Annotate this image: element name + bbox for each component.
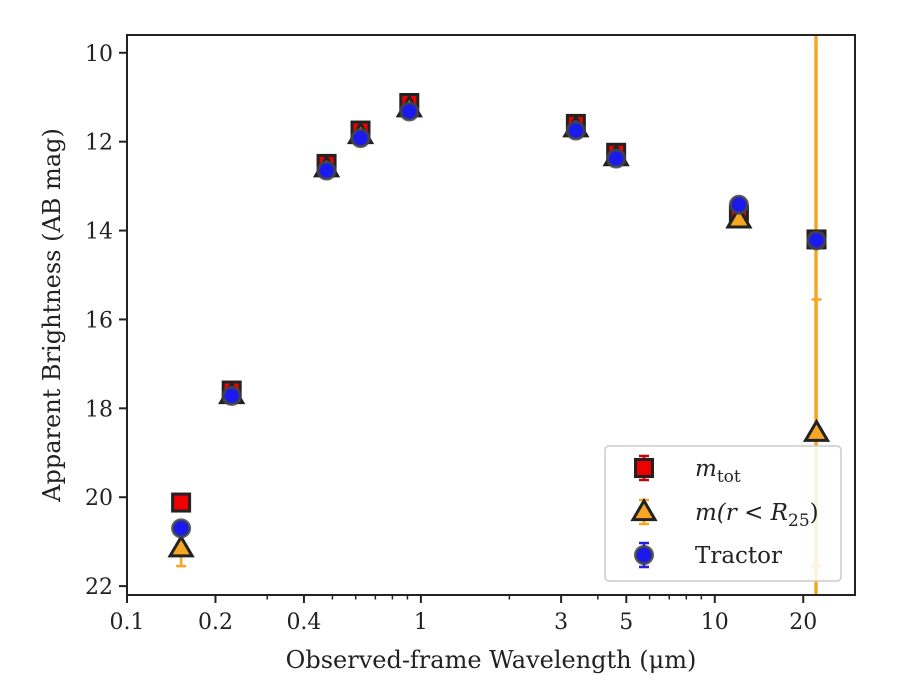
legend-marker-triangle	[630, 497, 658, 522]
legend-label-main: m(r < R	[695, 500, 788, 526]
legend-label-subscript: tot	[717, 467, 741, 487]
data-point-triangle	[167, 534, 195, 558]
legend-entry-circle: Tractor	[634, 541, 782, 569]
legend-label: mtot	[695, 456, 741, 487]
data-point-circle	[171, 518, 192, 539]
data-point-circle	[399, 101, 420, 122]
y-tick-label: 16	[85, 308, 113, 333]
data-point-circle	[728, 194, 749, 215]
data-point-circle	[806, 230, 827, 251]
y-tick-label: 20	[85, 486, 113, 511]
legend-marker-circle	[634, 545, 654, 565]
legend-label-subscript: 25	[788, 511, 810, 531]
x-tick-label: 3	[554, 610, 568, 635]
series-circle	[171, 101, 827, 539]
data-point-square	[171, 492, 192, 513]
legend: mtot m(r < R25) Tractor	[604, 445, 842, 582]
y-tick-label: 10	[85, 42, 113, 67]
legend-box	[604, 445, 842, 582]
y-axis-label: Apparent Brightness (AB mag)	[38, 128, 66, 503]
data-point-circle	[350, 128, 371, 149]
y-tick-label: 12	[85, 131, 113, 156]
x-tick-label: 0.4	[286, 610, 321, 635]
legend-entry-triangle: m(r < R25)	[630, 497, 819, 531]
y-tick-label: 22	[85, 575, 113, 600]
x-tick-label: 20	[789, 610, 817, 635]
data-point-triangle	[725, 205, 753, 229]
x-axis-label: Observed-frame Wavelength (μm)	[286, 646, 697, 674]
axis-ticks: 0.1 0.2 0.4 1 3 5 10 20 10 12 14 16 18 20 22	[85, 42, 817, 635]
y-tick-label: 18	[85, 397, 113, 422]
x-tick-label: 1	[414, 610, 428, 635]
x-tick-label: 0.1	[110, 610, 145, 635]
data-point-triangle	[802, 418, 831, 442]
legend-marker-square	[634, 458, 654, 478]
legend-label-main: Tractor	[695, 543, 782, 569]
plot-frame	[126, 34, 856, 596]
data-point-circle	[221, 385, 242, 406]
x-tick-label: 5	[619, 610, 633, 635]
legend-label-main: m	[695, 456, 717, 482]
data-point-circle	[316, 160, 337, 181]
legend-entry-square: mtot	[634, 454, 741, 487]
legend-label: Tractor	[695, 543, 782, 569]
x-tick-label: 0.2	[198, 610, 233, 635]
legend-label-suffix: )	[810, 500, 819, 526]
data-point-circle	[606, 148, 627, 169]
data-point-circle	[565, 120, 586, 141]
legend-label: m(r < R25)	[695, 500, 819, 531]
y-tick-label: 14	[85, 220, 113, 245]
x-tick-label: 10	[701, 610, 729, 635]
